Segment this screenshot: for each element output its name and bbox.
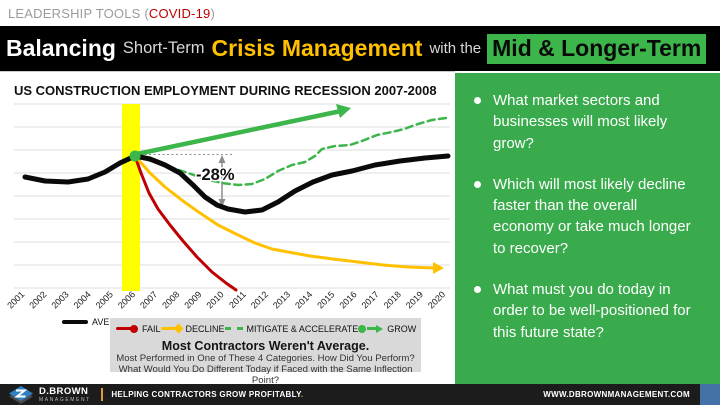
legend-item-fail: FAIL: [116, 324, 161, 334]
legend-item-mitigate: MITIGATE & ACCELERATE: [224, 323, 359, 334]
svg-text:2010: 2010: [205, 289, 226, 310]
footer-blue-accent: [700, 384, 720, 405]
decline-line-swatch: [160, 327, 179, 330]
banner-crisis-management: Crisis Management: [211, 35, 423, 61]
legend-row: FAIL DECLINE MITIGATE & ACCELERATE GROW: [116, 321, 416, 336]
svg-text:2011: 2011: [227, 289, 248, 310]
banner-with-the: with the: [429, 40, 482, 57]
brand-name: D.BROWN: [39, 385, 89, 397]
question-item-today: What must you do today in order to be we…: [471, 279, 702, 343]
svg-text:2013: 2013: [271, 289, 292, 310]
svg-text:2017: 2017: [360, 289, 381, 310]
svg-text:2007: 2007: [138, 289, 159, 310]
dbrown-logo-icon: [9, 386, 33, 404]
svg-text:2008: 2008: [160, 289, 181, 310]
note-headline: Most Contractors Weren't Average.: [161, 339, 370, 353]
note-line-2: Most Performed in One of These 4 Categor…: [116, 353, 415, 364]
svg-text:2009: 2009: [182, 289, 203, 310]
svg-text:2005: 2005: [94, 289, 115, 310]
question-text: Which will most likely decline faster th…: [493, 175, 691, 257]
svg-text:2001: 2001: [5, 289, 26, 310]
average-line-swatch: [62, 320, 88, 324]
chart-note-box: FAIL DECLINE MITIGATE & ACCELERATE GROW: [110, 318, 421, 386]
bullet-icon: [474, 180, 481, 188]
title-banner: Balancing Short-Term Crisis Management w…: [0, 26, 720, 71]
decline-diamond-icon: [173, 323, 183, 334]
banner-balancing: Balancing: [6, 35, 116, 61]
svg-text:2014: 2014: [293, 289, 314, 310]
svg-text:2006: 2006: [116, 289, 137, 310]
banner-short-term: Short-Term: [122, 39, 205, 57]
svg-text:-28%: -28%: [196, 166, 235, 184]
legend-label-fail: FAIL: [142, 323, 161, 334]
grow-dot-icon: [358, 324, 367, 333]
fail-line-swatch: [116, 327, 134, 330]
mitigate-dashed-swatch: [224, 327, 243, 330]
svg-text:2002: 2002: [27, 289, 48, 310]
svg-text:2015: 2015: [315, 289, 336, 310]
footer-bar: D.BROWN MANAGEMENT HELPING CONTRACTORS G…: [0, 384, 720, 405]
question-text: What must you do today in order to be we…: [493, 281, 691, 341]
question-item-decline: Which will most likely decline faster th…: [471, 174, 702, 259]
svg-text:2018: 2018: [382, 289, 403, 310]
svg-text:2016: 2016: [337, 289, 358, 310]
brand-block: D.BROWN MANAGEMENT: [39, 385, 91, 403]
eyebrow-suffix: ): [210, 5, 215, 21]
svg-text:2012: 2012: [249, 289, 270, 310]
legend-label-decline: DECLINE: [185, 323, 225, 334]
bullet-icon: [474, 286, 481, 294]
svg-text:2020: 2020: [426, 289, 447, 310]
grow-arrow-line: [367, 326, 378, 331]
chart-title: US CONSTRUCTION EMPLOYMENT DURING RECESS…: [14, 83, 437, 98]
fail-dot-icon: [130, 324, 138, 333]
svg-text:2003: 2003: [49, 289, 70, 310]
eyebrow-prefix: LEADERSHIP TOOLS (: [8, 5, 149, 21]
footer-tagline: HELPING CONTRACTORS GROW PROFITABLY.: [111, 390, 304, 399]
legend-item-grow: GROW: [358, 324, 416, 334]
grow-arrowhead-icon: [376, 324, 384, 333]
footer-website: WWW.DBROWNMANAGEMENT.COM: [543, 390, 690, 399]
svg-text:2019: 2019: [404, 289, 425, 310]
questions-list: What market sectors and businesses will …: [471, 90, 702, 343]
legend-label-mitigate: MITIGATE & ACCELERATE: [246, 323, 359, 334]
eyebrow-covid-label: COVID-19: [148, 5, 211, 21]
footer-divider: [100, 388, 104, 401]
question-text: What market sectors and businesses will …: [493, 92, 668, 152]
eyebrow-header: LEADERSHIP TOOLS (COVID-19): [0, 0, 720, 26]
note-line-3: What Would You Do Different Today if Fac…: [118, 364, 413, 387]
brand-subtitle: MANAGEMENT: [39, 396, 91, 403]
bullet-icon: [474, 97, 481, 104]
banner-mid-longer-term-highlight: Mid & Longer-Term: [487, 33, 707, 64]
legend-label-grow: GROW: [387, 323, 417, 334]
employment-line-chart: -28% 2001 2002 2003 2004 2005 2006 2007 2008 2009…: [5, 103, 451, 311]
legend-item-decline: DECLINE: [160, 323, 225, 334]
svg-text:2004: 2004: [72, 289, 93, 310]
questions-panel: What market sectors and businesses will …: [455, 73, 720, 384]
question-item-grow: What market sectors and businesses will …: [471, 90, 702, 154]
tagline-period: .: [300, 390, 304, 399]
chart-card: -28% 2001 2002 2003 2004 2005 2006 2007 2008 2009…: [0, 71, 455, 386]
